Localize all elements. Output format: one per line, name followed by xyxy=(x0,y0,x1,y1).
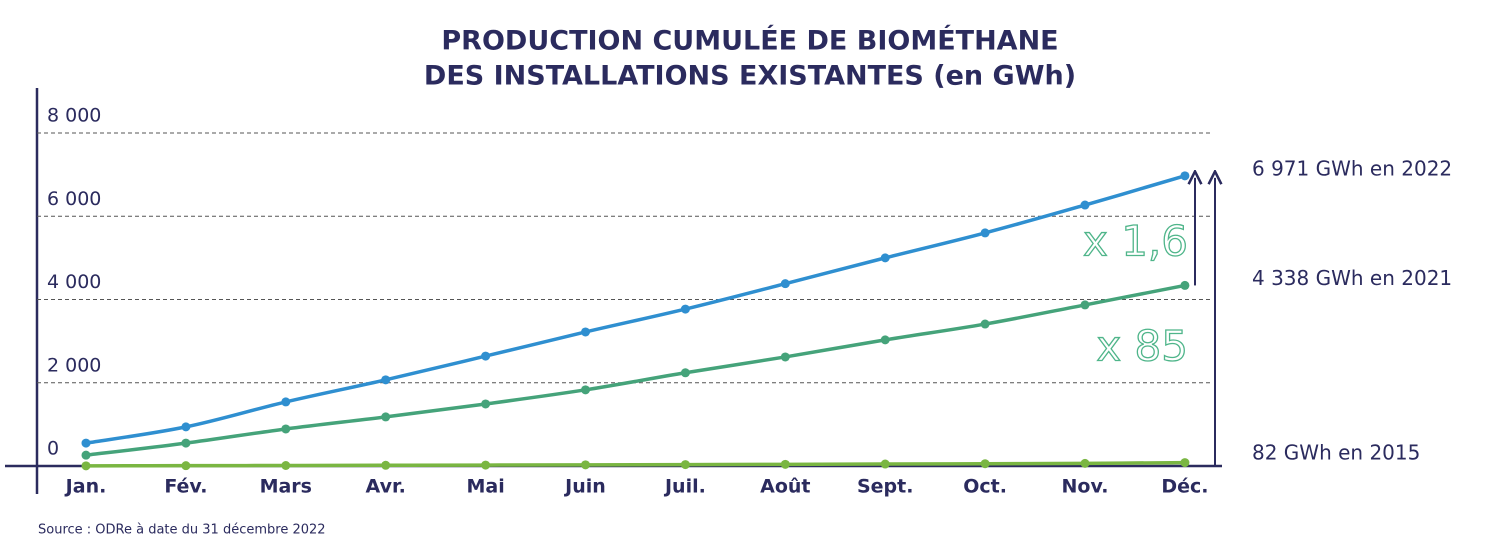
source: Source : ODRe à date du 31 décembre 2022 xyxy=(38,523,326,538)
x-tick-label: Juin xyxy=(563,476,606,498)
point xyxy=(780,352,790,362)
point xyxy=(1080,458,1090,468)
annotation: x 1,6 xyxy=(1083,217,1188,266)
point xyxy=(680,368,690,378)
point xyxy=(281,424,291,434)
point xyxy=(880,459,890,469)
point xyxy=(581,460,590,470)
point xyxy=(581,327,590,337)
point xyxy=(381,412,391,422)
point xyxy=(980,319,990,329)
point xyxy=(1180,280,1190,290)
x-tick-label: Oct. xyxy=(963,476,1007,498)
point xyxy=(581,385,590,395)
point xyxy=(481,399,491,409)
point xyxy=(381,375,391,385)
x-tick-label: Fév. xyxy=(164,476,207,498)
point xyxy=(181,422,191,432)
point xyxy=(281,461,291,471)
series-line xyxy=(85,460,1185,468)
end-label: 6 971 GWh en 2022 xyxy=(1252,156,1452,180)
point xyxy=(81,450,91,460)
x-tick-label: Déc. xyxy=(1161,476,1208,498)
point xyxy=(780,459,790,469)
point xyxy=(680,460,690,470)
y-tick-label: 4 000 xyxy=(47,271,101,293)
point xyxy=(381,460,391,470)
point xyxy=(81,461,91,471)
point xyxy=(880,253,890,263)
point xyxy=(1080,200,1090,210)
point xyxy=(1180,171,1190,181)
point xyxy=(481,351,491,361)
x-tick-label: Mars xyxy=(260,476,312,498)
x-tick-label: Mai xyxy=(466,476,504,498)
annotation: x 85 xyxy=(1096,322,1188,371)
y-tick-label: 8 000 xyxy=(47,105,101,127)
x-tick-label: Sept. xyxy=(857,476,913,498)
point xyxy=(980,228,990,238)
series-line xyxy=(85,283,1186,457)
x-tick-label: Avr. xyxy=(366,476,406,498)
point xyxy=(680,304,690,314)
point xyxy=(980,459,990,469)
point xyxy=(181,438,191,448)
x-tick-label: Jan. xyxy=(64,476,107,498)
y-tick-label: 2 000 xyxy=(47,354,101,376)
x-tick-label: Août xyxy=(760,476,810,498)
end-label: 82 GWh en 2015 xyxy=(1252,441,1420,465)
point xyxy=(181,461,191,471)
point xyxy=(481,460,491,470)
point xyxy=(780,279,790,289)
point xyxy=(1180,458,1190,468)
chart-title: DES INSTALLATIONS EXISTANTES (en GWh) xyxy=(424,61,1076,92)
x-tick-label: Nov. xyxy=(1061,476,1108,498)
x-tick-label: Juil. xyxy=(663,476,706,498)
chart-title: PRODUCTION CUMULÉE DE BIOMÉTHANE xyxy=(441,25,1058,57)
point xyxy=(81,438,91,448)
point xyxy=(880,335,890,345)
point xyxy=(281,397,291,407)
point xyxy=(1080,300,1090,310)
y-tick-label: 6 000 xyxy=(47,188,101,210)
series-line xyxy=(85,174,1186,445)
end-label: 4 338 GWh en 2021 xyxy=(1252,266,1452,290)
y-tick-label: 0 xyxy=(47,438,59,460)
